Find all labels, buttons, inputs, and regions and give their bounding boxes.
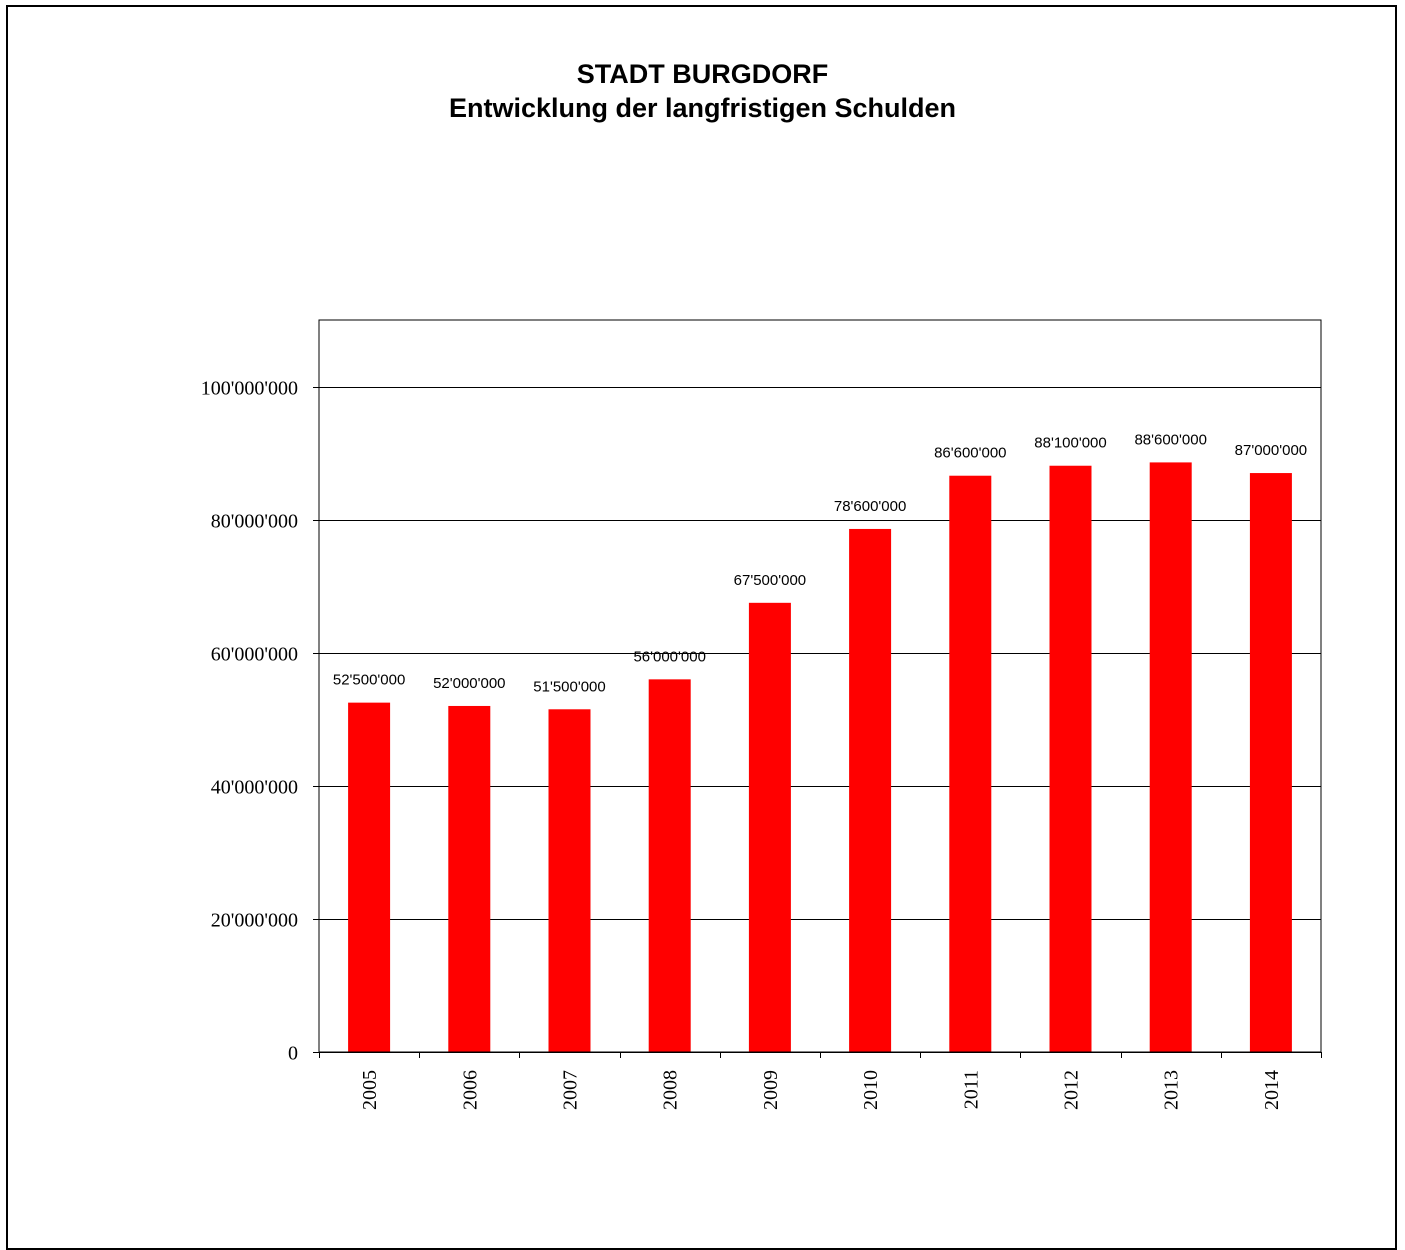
data-label: 51'500'000 xyxy=(533,678,605,695)
data-label: 52'000'000 xyxy=(433,675,505,692)
bars xyxy=(348,462,1292,1052)
y-tick-label: 80'000'000 xyxy=(211,511,298,533)
x-tick-label: 2011 xyxy=(960,1070,982,1109)
bar xyxy=(1050,466,1092,1052)
y-tick-label: 60'000'000 xyxy=(211,644,298,666)
bar xyxy=(448,706,490,1052)
data-label: 88'100'000 xyxy=(1034,435,1106,452)
x-tick-label: 2012 xyxy=(1061,1070,1083,1110)
bar xyxy=(649,679,691,1052)
bar xyxy=(749,603,791,1052)
data-label: 86'600'000 xyxy=(934,445,1006,462)
bar xyxy=(1150,462,1192,1052)
x-tick-label: 2005 xyxy=(359,1070,381,1110)
bar xyxy=(549,709,591,1052)
bar xyxy=(1250,473,1292,1052)
y-tick-label: 0 xyxy=(288,1043,298,1065)
x-tick-label: 2007 xyxy=(560,1070,582,1110)
bar xyxy=(949,476,991,1052)
y-tick-label: 40'000'000 xyxy=(211,777,298,799)
x-tick-label: 2006 xyxy=(459,1070,481,1110)
data-label: 67'500'000 xyxy=(734,572,806,589)
bar xyxy=(849,529,891,1052)
y-tick-label: 100'000'000 xyxy=(201,378,298,400)
data-label: 88'600'000 xyxy=(1134,431,1206,448)
x-tick-label: 2008 xyxy=(660,1070,682,1110)
x-tick-label: 2010 xyxy=(860,1070,882,1110)
data-label: 52'500'000 xyxy=(333,672,405,689)
x-tick-label: 2009 xyxy=(760,1070,782,1110)
x-tick-label: 2014 xyxy=(1261,1070,1283,1110)
data-label: 56'000'000 xyxy=(633,648,705,665)
x-tick-label: 2013 xyxy=(1161,1070,1183,1110)
data-label: 78'600'000 xyxy=(834,498,906,515)
data-label: 87'000'000 xyxy=(1235,442,1307,459)
y-tick-label: 20'000'000 xyxy=(211,910,298,932)
bar xyxy=(348,703,390,1052)
